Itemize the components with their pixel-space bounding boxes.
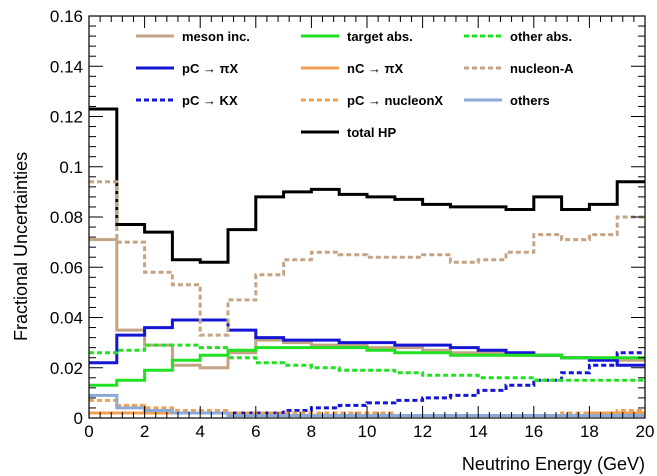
legend-label-nc-x: nC → πX [347,61,404,76]
x-tick-label: 14 [469,422,488,441]
legend: meson inc. pC → πX pC → KX target abs. nC → … [136,29,574,140]
series-line-other-abs [89,343,645,382]
legend-label-other-abs: other abs. [510,29,572,44]
y-tick-label: 0.08 [50,208,83,227]
series-line-total-hp [89,107,645,264]
series-line-pc-kx [89,351,645,415]
y-tick-label: 0.16 [50,7,83,26]
legend-label-nucleon-a: nucleon-A [510,61,574,76]
x-tick-label: 16 [524,422,543,441]
legend-label-total-hp: total HP [347,125,396,140]
series-line-target-abs [89,346,645,387]
x-tick-label: 4 [195,422,204,441]
legend-label-pc-nucleonx: pC → nucleonX [347,93,443,108]
x-tick-label: 18 [580,422,599,441]
y-tick-label: 0.02 [50,359,83,378]
y-tick-label: 0.14 [50,57,83,76]
x-tick-label: 10 [358,422,377,441]
x-tick-label: 0 [84,422,93,441]
legend-label-meson-inc: meson inc. [182,29,250,44]
legend-label-target-abs: target abs. [347,29,413,44]
ticks-layer: 0 2 4 6 8 10 12 14 16 18 20 0 0.02 0.04 0.06 0.08 0.1 0.1… [50,7,655,441]
y-tick-label: 0 [74,409,83,428]
y-tick-label: 0.12 [50,108,83,127]
legend-label-others: others [510,93,550,108]
legend-label-pc-x: pC → πX [182,61,239,76]
x-tick-label: 8 [307,422,316,441]
x-tick-label: 20 [636,422,655,441]
x-tick-label: 12 [413,422,432,441]
y-tick-label: 0.04 [50,309,83,328]
x-tick-label: 6 [251,422,260,441]
series-line-nucleon-a [89,180,645,337]
x-axis-title: Neutrino Energy (GeV) [462,454,645,474]
series-layer [89,107,645,417]
legend-label-pc-kx: pC → KX [182,93,238,108]
y-tick-label: 0.06 [50,258,83,277]
y-tick-label: 0.1 [59,158,83,177]
x-tick-label: 2 [140,422,149,441]
y-axis-title: Fractional Uncertainties [11,152,31,341]
